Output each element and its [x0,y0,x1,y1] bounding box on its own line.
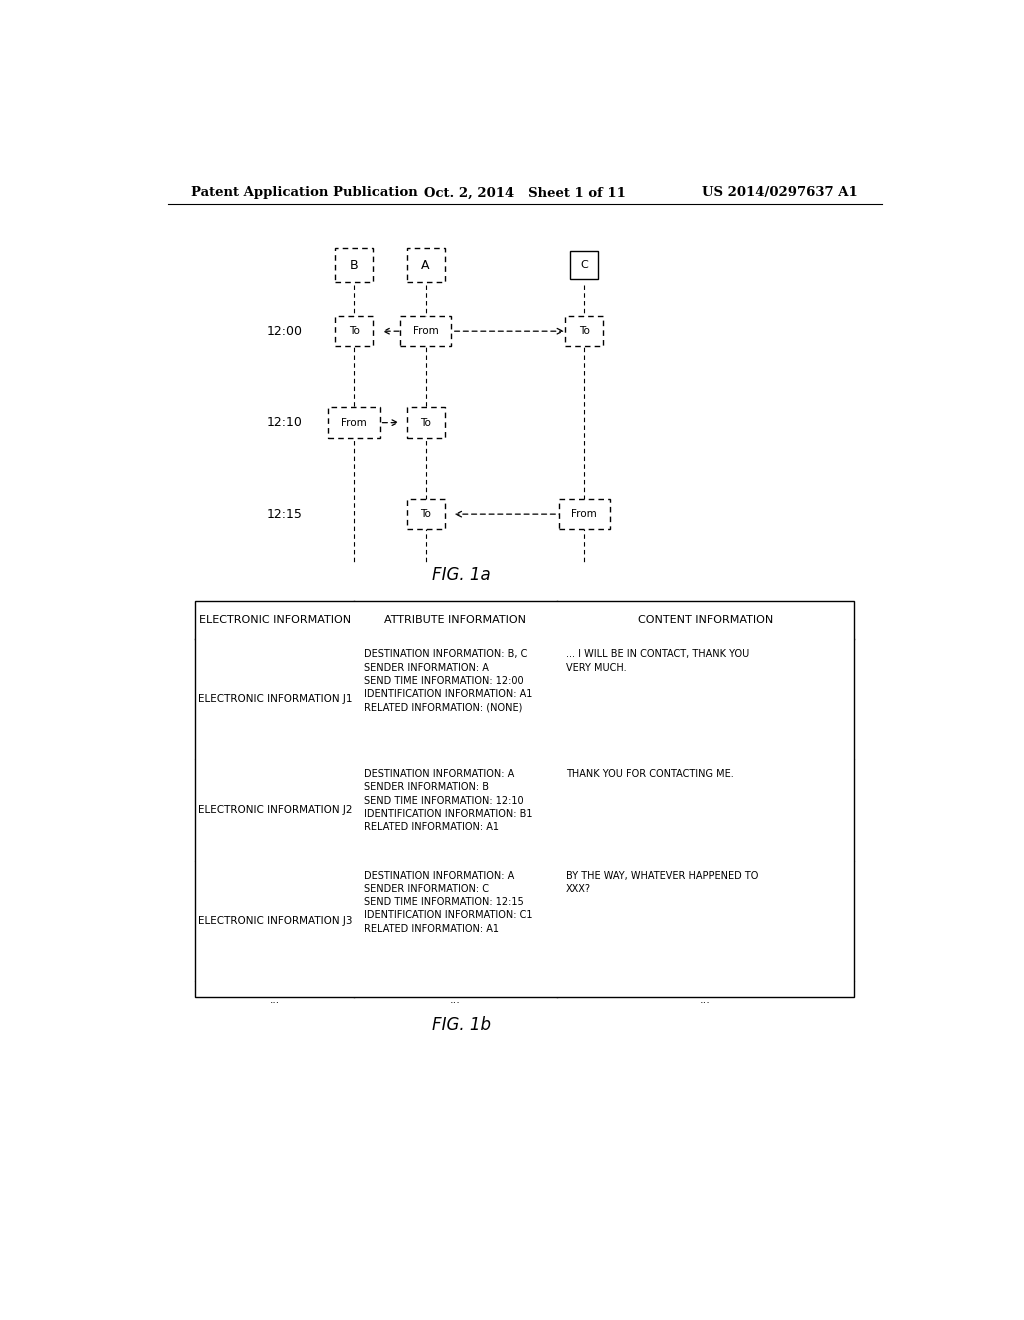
Text: DESTINATION INFORMATION: B, C
SENDER INFORMATION: A
SEND TIME INFORMATION: 12:00: DESTINATION INFORMATION: B, C SENDER INF… [364,649,532,711]
Text: To: To [579,326,590,337]
Text: DESTINATION INFORMATION: A
SENDER INFORMATION: B
SEND TIME INFORMATION: 12:10
ID: DESTINATION INFORMATION: A SENDER INFORM… [364,770,532,832]
Bar [565,315,603,346]
Bar [335,248,373,282]
Text: ...: ... [269,995,280,1005]
Text: 12:10: 12:10 [267,416,303,429]
Text: From: From [413,326,438,337]
Text: 12:00: 12:00 [267,325,303,338]
Bar [407,499,444,529]
Bar [399,315,452,346]
Text: From: From [571,510,597,519]
Text: DESTINATION INFORMATION: A
SENDER INFORMATION: C
SEND TIME INFORMATION: 12:15
ID: DESTINATION INFORMATION: A SENDER INFORM… [364,871,532,933]
Bar [407,248,444,282]
Text: FIG. 1a: FIG. 1a [432,566,490,585]
Text: THANK YOU FOR CONTACTING ME.: THANK YOU FOR CONTACTING ME. [566,770,734,779]
Text: US 2014/0297637 A1: US 2014/0297637 A1 [702,186,858,199]
Text: BY THE WAY, WHATEVER HAPPENED TO
XXX?: BY THE WAY, WHATEVER HAPPENED TO XXX? [566,871,759,894]
Text: To: To [349,326,359,337]
Text: Oct. 2, 2014   Sheet 1 of 11: Oct. 2, 2014 Sheet 1 of 11 [424,186,626,199]
Text: To: To [420,417,431,428]
Bar [196,601,854,997]
Bar [558,499,610,529]
Bar [329,408,380,438]
Text: ... I WILL BE IN CONTACT, THANK YOU
VERY MUCH.: ... I WILL BE IN CONTACT, THANK YOU VERY… [566,649,750,672]
Text: CONTENT INFORMATION: CONTENT INFORMATION [638,615,773,624]
Text: To: To [420,510,431,519]
Text: B: B [350,259,358,272]
Text: ELECTRONIC INFORMATION J1: ELECTRONIC INFORMATION J1 [198,694,352,704]
Text: ...: ... [700,995,711,1005]
Text: 12:15: 12:15 [267,508,303,520]
Text: From: From [341,417,367,428]
Text: C: C [581,260,588,271]
Text: ELECTRONIC INFORMATION J3: ELECTRONIC INFORMATION J3 [198,916,352,925]
Bar [335,315,373,346]
Text: Patent Application Publication: Patent Application Publication [191,186,418,199]
Text: ATTRIBUTE INFORMATION: ATTRIBUTE INFORMATION [384,615,526,624]
Text: A: A [421,259,430,272]
Text: ELECTRONIC INFORMATION J2: ELECTRONIC INFORMATION J2 [198,805,352,814]
Text: FIG. 1b: FIG. 1b [432,1016,490,1035]
Bar [407,408,444,438]
Bar [570,251,598,280]
Text: ELECTRONIC INFORMATION: ELECTRONIC INFORMATION [199,615,351,624]
Text: ...: ... [450,995,461,1005]
